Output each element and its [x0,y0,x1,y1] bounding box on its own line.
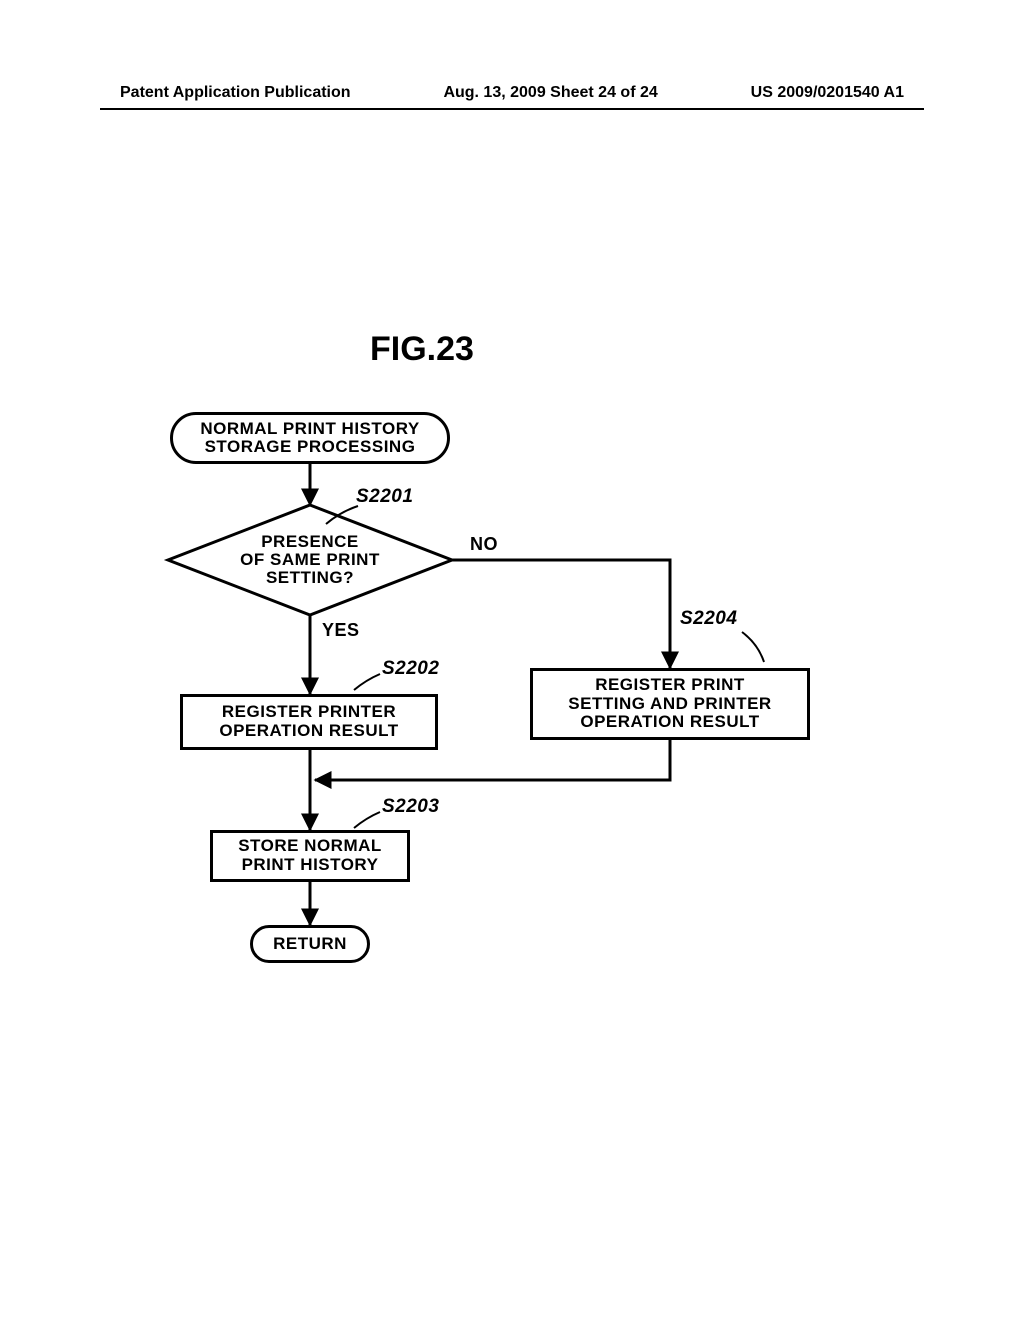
label-s2204: S2204 [680,608,737,630]
hook-s2204 [742,632,764,662]
node-store-history-text: STORE NORMALPRINT HISTORY [238,837,382,874]
flowchart-canvas: NORMAL PRINT HISTORYSTORAGE PROCESSING P… [0,0,1024,1320]
page: Patent Application Publication Aug. 13, … [0,0,1024,1320]
label-s2202: S2202 [382,658,439,680]
hook-s2202 [354,674,380,690]
label-s2201: S2201 [356,486,413,508]
node-register-printer-result-text: REGISTER PRINTEROPERATION RESULT [219,703,398,740]
label-yes: YES [322,620,360,641]
decision-text-span: PRESENCEOF SAME PRINTSETTING? [240,533,380,587]
node-start: NORMAL PRINT HISTORYSTORAGE PROCESSING [170,412,450,464]
hook-s2203 [354,812,380,828]
node-return-text: RETURN [273,935,347,953]
node-register-setting-and-result-text: REGISTER PRINTSETTING AND PRINTEROPERATI… [568,676,771,732]
node-return: RETURN [250,925,370,963]
label-s2203: S2203 [382,796,439,818]
node-register-setting-and-result: REGISTER PRINTSETTING AND PRINTEROPERATI… [530,668,810,740]
edge-decision-no [452,560,670,668]
node-store-history: STORE NORMALPRINT HISTORY [210,830,410,882]
node-decision-text: PRESENCEOF SAME PRINTSETTING? [225,532,395,588]
label-no: NO [470,534,498,555]
node-register-printer-result: REGISTER PRINTEROPERATION RESULT [180,694,438,750]
node-start-text: NORMAL PRINT HISTORYSTORAGE PROCESSING [200,420,419,456]
flowchart-lines [0,0,1024,1320]
